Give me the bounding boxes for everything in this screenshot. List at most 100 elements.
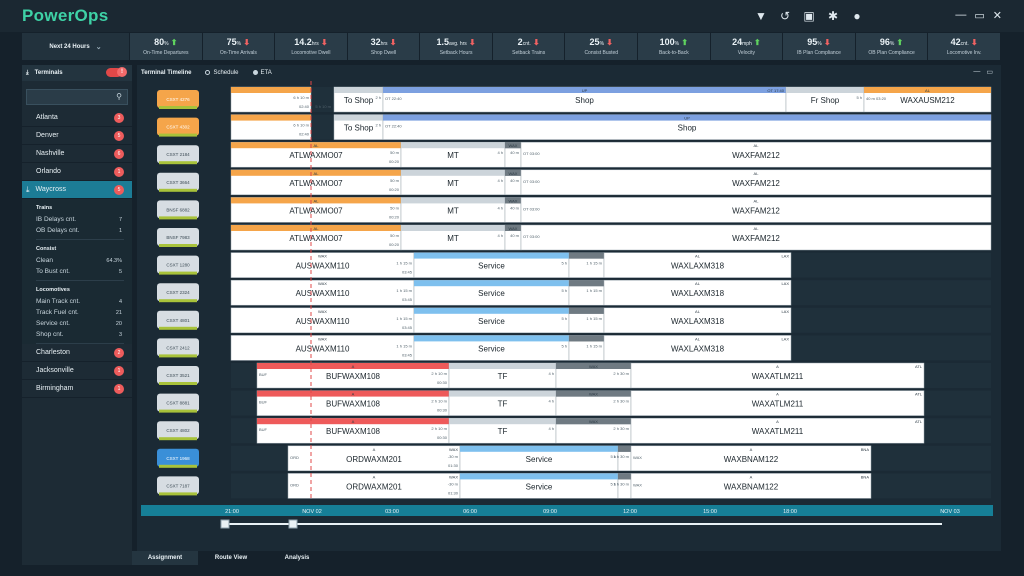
- period-select[interactable]: Next 24 Hours ⌄: [22, 33, 130, 60]
- event-duration: 2 h 30 m: [613, 399, 629, 404]
- kpi-tile[interactable]: 95% ⬇ IB Plan Compliance: [783, 33, 856, 60]
- user-icon[interactable]: ●: [853, 9, 861, 23]
- tab-route-view[interactable]: Route View: [214, 555, 248, 561]
- locomotive-icon[interactable]: [157, 338, 199, 357]
- kpi-tile[interactable]: 24mph ⬆ Velocity: [710, 33, 784, 60]
- alert-badge: 1: [114, 384, 124, 394]
- tab-analysis[interactable]: Analysis: [284, 555, 310, 561]
- locomotive-icon[interactable]: [157, 145, 199, 164]
- event-bar[interactable]: [630, 473, 872, 499]
- event-name: Service: [526, 482, 553, 491]
- kpi-number: 80: [154, 37, 165, 47]
- event-bar[interactable]: [603, 307, 792, 334]
- slider-handle-start[interactable]: [220, 519, 230, 529]
- event-duration: 5 h: [610, 481, 616, 486]
- kpi-tile[interactable]: 2cnt. ⬇ Setback Trains: [492, 33, 566, 60]
- close-button[interactable]: ✕: [992, 10, 1002, 22]
- event-duration: 4 h: [497, 233, 503, 238]
- settings-icon[interactable]: ✱: [827, 9, 839, 23]
- kpi-value: 25% ⬇: [565, 37, 637, 48]
- locomotive-icon[interactable]: [157, 476, 199, 495]
- kpi-tile[interactable]: 32hrs ⬇ Shop Dwell: [347, 33, 421, 60]
- panel-minimize-icon[interactable]: —: [973, 68, 981, 75]
- tab-assignment[interactable]: Assignment: [132, 551, 198, 565]
- sidebar-item-atlanta[interactable]: Atlanta 3: [22, 109, 132, 127]
- kpi-tile[interactable]: 96% ⬆ OB Plan Compliance: [855, 33, 929, 60]
- save-icon[interactable]: ▣: [803, 9, 815, 23]
- locomotive-icon[interactable]: [157, 310, 199, 329]
- event-bar[interactable]: [520, 141, 992, 168]
- kpi-label: Setback Trains: [512, 50, 546, 56]
- event-left-label: ORD: [290, 482, 299, 487]
- slider-handle-end[interactable]: [288, 519, 298, 529]
- event-bar[interactable]: [630, 390, 925, 416]
- locomotive-icon[interactable]: [157, 283, 199, 302]
- event-bar-header: [505, 142, 521, 149]
- panel-maximize-icon[interactable]: ▭: [986, 69, 993, 76]
- event-bar[interactable]: [630, 362, 925, 389]
- sidebar-item-charleston[interactable]: Charleston 2: [22, 344, 132, 362]
- event-duration: 4 h: [548, 399, 554, 404]
- kpi-tile[interactable]: 25% ⬇ Consist Busted: [565, 33, 639, 60]
- sidebar-item-jacksonville[interactable]: Jacksonville 1: [22, 362, 132, 380]
- undo-icon[interactable]: ↺: [779, 9, 791, 23]
- event-bar[interactable]: [520, 224, 992, 251]
- kpi-tile[interactable]: 14.2hrs ⬇ Locomotive Dwell: [275, 33, 348, 60]
- event-bar[interactable]: [603, 252, 792, 278]
- event-top-label: UP: [582, 88, 588, 93]
- search-input[interactable]: ⚲: [26, 89, 128, 105]
- event-bar-header: [618, 445, 631, 452]
- locomotive-icon[interactable]: [157, 366, 199, 384]
- locomotive-icon[interactable]: [157, 200, 199, 219]
- sidebar-item-orlando[interactable]: Orlando 1: [22, 163, 132, 181]
- sidebar-item-waycross[interactable]: ⤓ Waycross 5: [22, 181, 132, 199]
- event-bar[interactable]: [603, 335, 792, 361]
- minimize-button[interactable]: —: [955, 9, 967, 21]
- event-duration: 50 m: [390, 178, 400, 183]
- event-bar[interactable]: [230, 279, 415, 306]
- event-bar[interactable]: [230, 252, 415, 278]
- event-duration: 1 h 15 m: [396, 261, 412, 266]
- locomotive-icon[interactable]: [157, 90, 199, 108]
- event-bar[interactable]: [287, 445, 461, 472]
- kpi-tile[interactable]: 80% ⬆ On-Time Departures: [130, 33, 203, 60]
- eta-radio[interactable]: ETA: [252, 69, 272, 76]
- event-bar-header: [460, 473, 618, 480]
- locomotive-icon[interactable]: [157, 393, 199, 412]
- locomotive-icon[interactable]: [157, 421, 199, 440]
- locomotive-wheels: [159, 354, 197, 358]
- locomotive-icon[interactable]: [157, 172, 199, 191]
- event-top-label: A: [352, 419, 355, 424]
- locomotive-icon[interactable]: [157, 228, 199, 246]
- event-top-label: A: [352, 392, 355, 397]
- kpi-number: 32: [370, 37, 381, 47]
- event-name: TF: [498, 372, 508, 381]
- event-bar-header: [569, 280, 604, 287]
- event-bar[interactable]: [520, 169, 992, 196]
- event-bar[interactable]: [520, 197, 992, 223]
- locomotive-icon[interactable]: [157, 117, 199, 136]
- schedule-radio[interactable]: Schedule: [205, 69, 239, 76]
- event-bar[interactable]: [230, 335, 415, 361]
- event-time: 00:20: [389, 159, 400, 164]
- filter-icon[interactable]: ▼: [755, 9, 767, 23]
- sidebar-item-birmingham[interactable]: Birmingham 1: [22, 380, 132, 398]
- restore-button[interactable]: ▭: [974, 10, 985, 22]
- locomotive-icon[interactable]: [157, 448, 199, 467]
- event-bar-header: [569, 307, 604, 314]
- event-bar[interactable]: [603, 279, 792, 306]
- kpi-tile[interactable]: 75% ⬇ On-Time Arrivals: [202, 33, 276, 60]
- event-bar[interactable]: [630, 445, 872, 472]
- kpi-tile[interactable]: 42cnt. ⬇ Locomotive Inv.: [928, 33, 1001, 60]
- kpi-tile[interactable]: 100% ⬆ Back-to-Back: [638, 33, 711, 60]
- kpi-tile[interactable]: 1.5avg. hrs ⬇ Setback Hours: [420, 33, 493, 60]
- sidebar-item-denver[interactable]: Denver 5: [22, 127, 132, 145]
- sidebar-item-nashville[interactable]: Nashville 6: [22, 145, 132, 163]
- locomotive-icon[interactable]: [157, 255, 199, 274]
- event-bar[interactable]: [630, 417, 925, 444]
- alert-badge: 5: [114, 131, 124, 141]
- terminals-toggle[interactable]: [106, 68, 122, 77]
- alert-badge: !: [117, 67, 127, 77]
- event-bar[interactable]: [230, 307, 415, 334]
- locomotive-id: CSXT 4276: [166, 97, 190, 102]
